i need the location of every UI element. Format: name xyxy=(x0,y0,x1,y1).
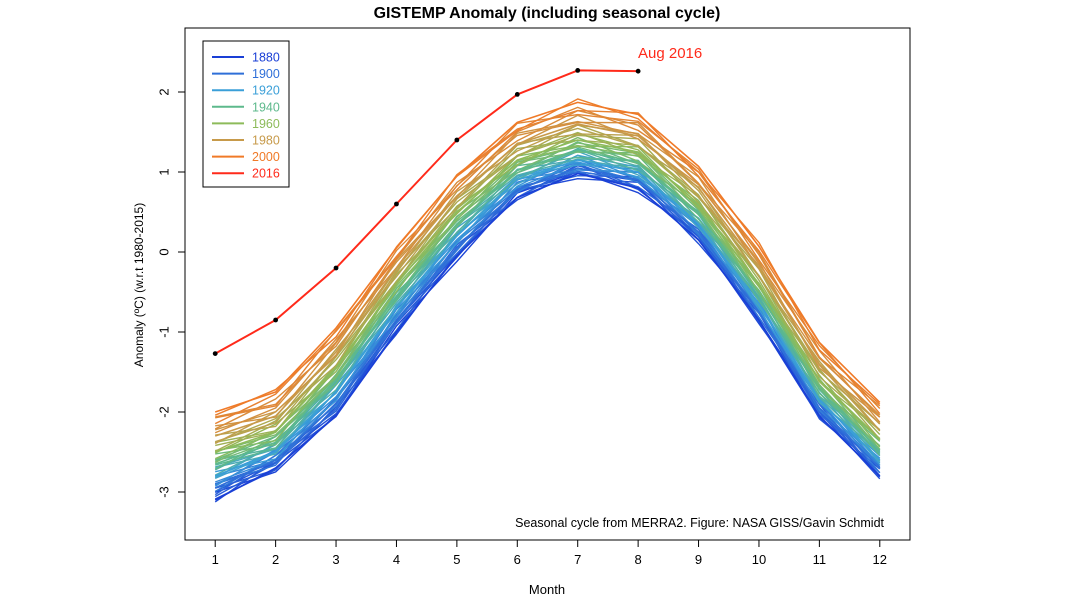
y-tick-label--1: -1 xyxy=(156,326,171,338)
x-axis: 1 2 3 4 5 6 7 8 9 10 11 12 xyxy=(212,540,887,567)
series-2016-point-7 xyxy=(575,68,581,73)
series-line-1980 xyxy=(214,123,881,437)
y-tick-label-1: 1 xyxy=(156,168,171,175)
highlight-series xyxy=(212,68,641,356)
band-line-43 xyxy=(214,121,881,434)
plot-frame xyxy=(184,27,911,541)
legend-label-1920: 1920 xyxy=(252,84,280,98)
legend-box xyxy=(202,40,290,188)
series-2016-point-6 xyxy=(514,92,520,97)
y-tick-label-2: 2 xyxy=(156,88,171,95)
series-2016-point-4 xyxy=(394,201,399,207)
band-line-47 xyxy=(214,109,881,425)
x-tick-label-2: 2 xyxy=(272,552,279,567)
legend-label-1900: 1900 xyxy=(252,67,280,81)
x-tick-label-6: 6 xyxy=(514,552,521,567)
chart-title: GISTEMP Anomaly (including seasonal cycl… xyxy=(374,5,721,22)
legend-label-1880: 1880 xyxy=(252,51,280,65)
series-line-2000 xyxy=(214,101,881,413)
x-tick-label-9: 9 xyxy=(695,552,702,567)
legend-label-1940: 1940 xyxy=(252,100,280,114)
x-tick-label-11: 11 xyxy=(813,552,827,567)
legend-label-1980: 1980 xyxy=(252,134,280,148)
highlight-label-aug-2016: Aug 2016 xyxy=(638,45,702,62)
series-line-1900 xyxy=(214,167,881,489)
band-line-32 xyxy=(214,145,881,460)
series-line-1960 xyxy=(214,139,881,453)
series-2016-point-3 xyxy=(333,265,339,271)
y-tick-label--3: -3 xyxy=(156,486,171,498)
x-axis-label: Month xyxy=(529,582,565,597)
legend: 1880 1900 1920 1940 1960 1980 2000 2016 xyxy=(202,40,290,188)
x-tick-label-1: 1 xyxy=(212,552,219,567)
band-line-37 xyxy=(214,124,881,444)
band-line-46 xyxy=(215,113,881,419)
x-tick-label-7: 7 xyxy=(574,552,581,567)
series-2016-point-8 xyxy=(635,68,641,74)
y-tick-label--2: -2 xyxy=(156,406,171,418)
series-line-2016 xyxy=(214,69,639,355)
x-tick-label-12: 12 xyxy=(873,552,887,567)
x-tick-label-8: 8 xyxy=(635,552,642,567)
legend-label-2016: 2016 xyxy=(252,167,280,181)
band-line-44 xyxy=(214,109,881,430)
y-axis-label: Anomaly (ºC) (w.r.t 1980-2015) xyxy=(132,203,146,367)
series-line-1920 xyxy=(214,159,881,477)
x-tick-label-3: 3 xyxy=(332,552,339,567)
x-tick-label-10: 10 xyxy=(752,552,766,567)
series-lines xyxy=(214,101,881,501)
series-2016-point-1 xyxy=(212,351,218,356)
band-line-33 xyxy=(214,132,881,454)
y-tick-label-0: 0 xyxy=(156,248,171,255)
x-tick-label-5: 5 xyxy=(453,552,460,567)
source-annotation: Seasonal cycle from MERRA2. Figure: NASA… xyxy=(515,516,884,530)
legend-label-2000: 2000 xyxy=(252,150,280,164)
series-2016-point-2 xyxy=(273,317,279,323)
legend-label-1960: 1960 xyxy=(252,117,280,131)
y-axis: -3 -2 -1 0 1 2 xyxy=(156,88,185,498)
series-line-1880 xyxy=(214,172,881,501)
series-2016-point-5 xyxy=(454,137,460,143)
series-line-1940 xyxy=(214,149,881,465)
x-tick-label-4: 4 xyxy=(393,552,400,567)
band-line-48 xyxy=(214,98,881,416)
band-line-38 xyxy=(215,127,881,436)
